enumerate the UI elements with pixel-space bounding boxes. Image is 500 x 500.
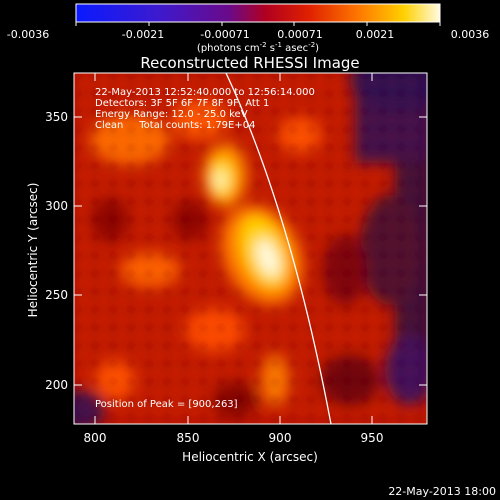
plot-frame — [73, 72, 428, 425]
colorbar-tick-label: -0.0021 — [122, 28, 164, 41]
x-axis-label: Heliocentric X (arcsec) — [182, 450, 318, 464]
x-tick-label: 850 — [177, 431, 200, 445]
y-tick-label: 350 — [45, 110, 68, 124]
rhessi-image — [74, 73, 427, 424]
y-axis-label: Heliocentric Y (arcsec) — [26, 183, 40, 318]
x-tick-label: 950 — [361, 431, 384, 445]
y-tick-label: 250 — [45, 288, 68, 302]
solar-limb-line — [225, 73, 332, 424]
colorbar-tick-label: 0.00071 — [277, 28, 323, 41]
footer-timestamp: 22-May-2013 18:00 — [388, 485, 496, 498]
y-tick-label: 300 — [45, 199, 68, 213]
info-line: Energy Range: 12.0 - 25.0 keV — [95, 109, 248, 120]
peak-position-label: Position of Peak = [900,263] — [95, 399, 238, 410]
x-tick-label: 800 — [84, 431, 107, 445]
colorbar-tick-label: -0.0036 — [7, 28, 49, 41]
y-tick-label: 200 — [45, 378, 68, 392]
plot-title: Reconstructed RHESSI Image — [140, 54, 359, 72]
x-tick-label: 900 — [269, 431, 292, 445]
colorbar-ticks — [75, 22, 441, 26]
colorbar-units: (photons cm-2 s-1 asec-2) — [197, 41, 319, 54]
colorbar-tick-label: -0.00071 — [200, 28, 249, 41]
info-line: 22-May-2013 12:52:40.000 to 12:56:14.000 — [95, 87, 315, 98]
colorbar-tick-label: 0.0021 — [356, 28, 395, 41]
axis-ticks — [74, 73, 427, 424]
colorbar — [75, 3, 441, 23]
info-line: Detectors: 3F 5F 6F 7F 8F 9F, Att 1 — [95, 98, 269, 109]
colorbar-tick-label: 0.0036 — [451, 28, 490, 41]
info-line: Clean Total counts: 1.79E+04 — [95, 120, 255, 131]
